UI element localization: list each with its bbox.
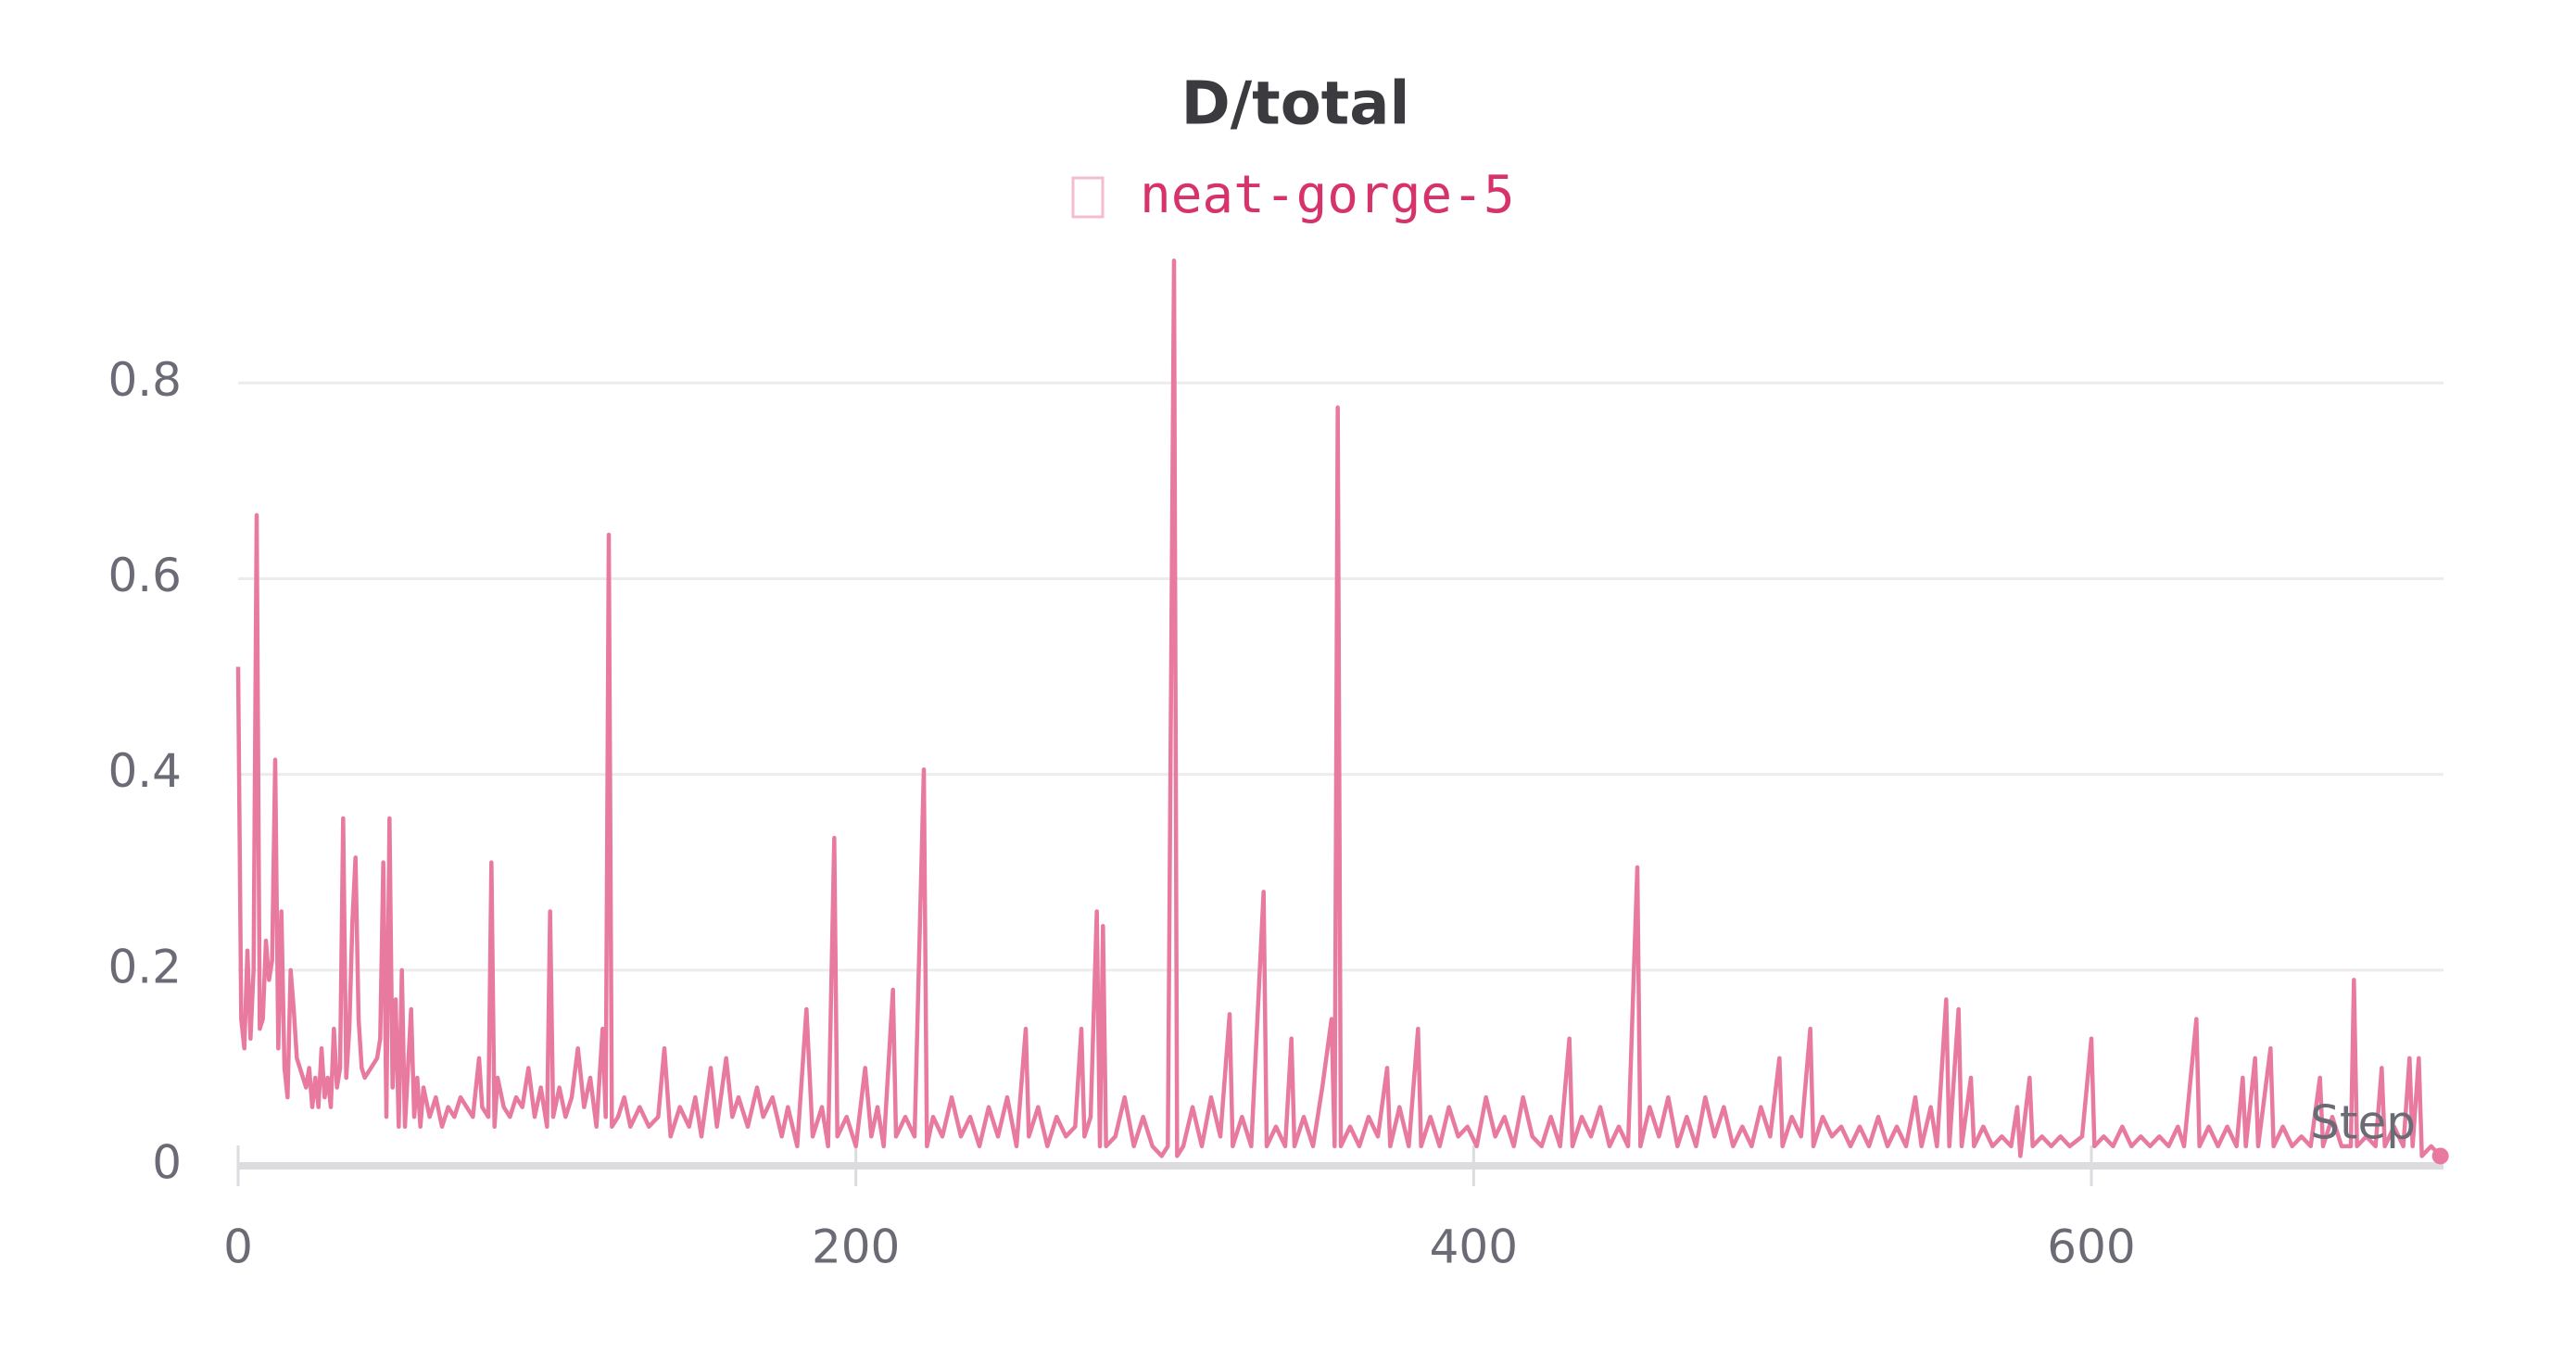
x-tick-label: 200 (812, 1220, 900, 1274)
y-tick-label: 0 (152, 1136, 182, 1190)
x-tick-label: 600 (2047, 1220, 2135, 1274)
x-tick-label: 400 (1430, 1220, 1518, 1274)
y-tick-label: 0.4 (107, 744, 182, 798)
x-tick-label: 0 (223, 1220, 253, 1274)
legend-label[interactable]: neat-gorge-5 (1140, 165, 1515, 225)
x-axis-label: Step (2310, 1096, 2416, 1150)
series-line (235, 259, 2443, 1158)
y-tick-label: 0.6 (107, 549, 182, 602)
end-point (2431, 1147, 2449, 1165)
y-tick-label: 0.2 (107, 940, 182, 993)
legend-swatch (1071, 176, 1105, 219)
y-tick-label: 0.8 (107, 353, 182, 407)
chart-title: D/total (1181, 70, 1410, 139)
